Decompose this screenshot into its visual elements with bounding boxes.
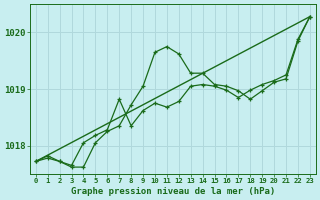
X-axis label: Graphe pression niveau de la mer (hPa): Graphe pression niveau de la mer (hPa) [71, 187, 275, 196]
